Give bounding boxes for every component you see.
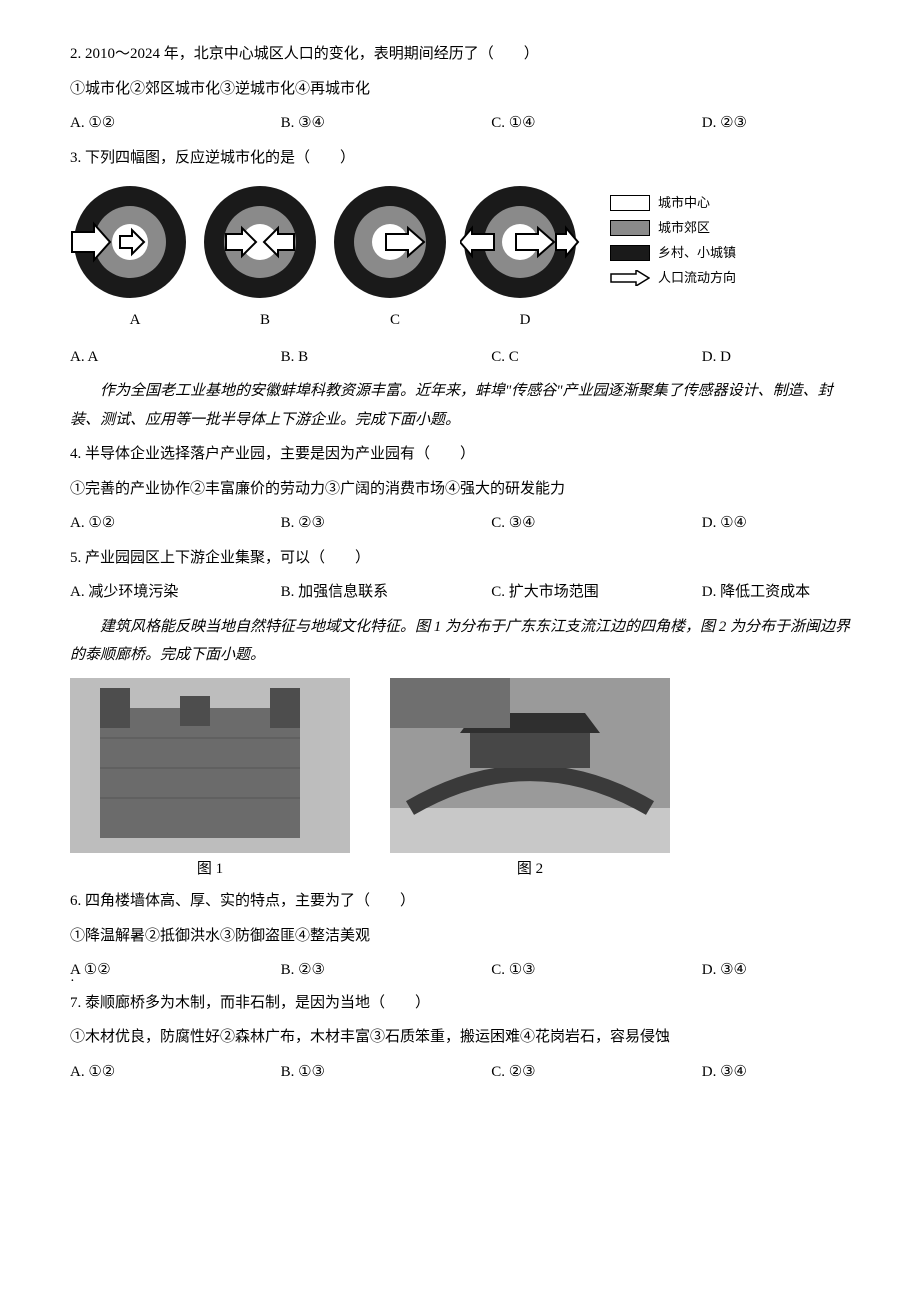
q7-sub: ①木材优良，防腐性好②森林广布，木材丰富③石质笨重，搬运困难④花岗岩石，容易侵蚀 bbox=[70, 1023, 850, 1052]
q2-optC: C. ①④ bbox=[491, 109, 702, 138]
q6-sub: ①降温解暑②抵御洪水③防御盗匪④整洁美观 bbox=[70, 922, 850, 951]
q7-options: A. ①② B. ①③ C. ②③ D. ③④ bbox=[70, 1058, 850, 1087]
photo-2-caption: 图 2 bbox=[390, 855, 670, 884]
passage2: 建筑风格能反映当地自然特征与地域文化特征。图 1 为分布于广东东江支流江边的四角… bbox=[70, 613, 850, 670]
q3-diagrams: 城市中心 城市郊区 乡村、小城镇 人口流动方向 bbox=[70, 182, 850, 302]
q5-optC: C. 扩大市场范围 bbox=[491, 578, 702, 607]
photo-1-block: 图 1 bbox=[70, 678, 350, 884]
q4-optA: A. ①② bbox=[70, 509, 281, 538]
q7-optD: D. ③④ bbox=[702, 1058, 850, 1087]
q6-optB: B. ②③ bbox=[281, 956, 492, 985]
q4-optC: C. ③④ bbox=[491, 509, 702, 538]
q3-diagram-labels: A B C D bbox=[70, 306, 850, 335]
legend-center-label: 城市中心 bbox=[658, 192, 710, 214]
q5-text: 5. 产业园园区上下游企业集聚，可以（ ） bbox=[70, 544, 850, 573]
q4-options: A. ①② B. ②③ C. ③④ D. ①④ bbox=[70, 509, 850, 538]
q5-optA: A. 减少环境污染 bbox=[70, 578, 281, 607]
q5-options: A. 减少环境污染 B. 加强信息联系 C. 扩大市场范围 D. 降低工资成本 bbox=[70, 578, 850, 607]
photo-row: 图 1 图 2 bbox=[70, 678, 850, 884]
legend-suburb: 城市郊区 bbox=[610, 217, 736, 239]
photo-2-block: 图 2 bbox=[390, 678, 670, 884]
q2-text: 2. 2010～2024 年，北京中心城区人口的变化，表明期间经历了（ ） bbox=[70, 40, 850, 69]
q3-options: A. A B. B C. C D. D bbox=[70, 343, 850, 372]
q3-diagram-A bbox=[70, 182, 190, 302]
q6-text: 6. 四角楼墙体高、厚、实的特点，主要为了（ ） bbox=[70, 887, 850, 916]
q2-options: A. ①② B. ③④ C. ①④ D. ②③ bbox=[70, 109, 850, 138]
q7-optC: C. ②③ bbox=[491, 1058, 702, 1087]
q6-optD: D. ③④ bbox=[702, 956, 850, 985]
q3-diagram-C bbox=[330, 182, 450, 302]
q7-text: 7. 泰顺廊桥多为木制，而非石制，是因为当地（ ） bbox=[70, 989, 850, 1018]
q4-text: 4. 半导体企业选择落户产业园，主要是因为产业园有（ ） bbox=[70, 440, 850, 469]
photo-2 bbox=[390, 678, 670, 853]
q2-sub: ①城市化②郊区城市化③逆城市化④再城市化 bbox=[70, 75, 850, 104]
q3-label-B: B bbox=[200, 306, 330, 335]
q3-optC: C. C bbox=[491, 343, 702, 372]
q4-optB: B. ②③ bbox=[281, 509, 492, 538]
q3-diagram-D bbox=[460, 182, 580, 302]
q5-optD: D. 降低工资成本 bbox=[702, 578, 850, 607]
q2-optA: A. ①② bbox=[70, 109, 281, 138]
q3-label-D: D bbox=[460, 306, 590, 335]
q6-optC: C. ①③ bbox=[491, 956, 702, 985]
q3-optB: B. B bbox=[281, 343, 492, 372]
q3-legend: 城市中心 城市郊区 乡村、小城镇 人口流动方向 bbox=[610, 192, 736, 292]
legend-rural-label: 乡村、小城镇 bbox=[658, 242, 736, 264]
q4-sub: ①完善的产业协作②丰富廉价的劳动力③广阔的消费市场④强大的研发能力 bbox=[70, 475, 850, 504]
q5-optB: B. 加强信息联系 bbox=[281, 578, 492, 607]
q7-optA: A. ①② bbox=[70, 1058, 281, 1087]
legend-center: 城市中心 bbox=[610, 192, 736, 214]
legend-flow-label: 人口流动方向 bbox=[658, 267, 736, 289]
q7-optB: B. ①③ bbox=[281, 1058, 492, 1087]
q3-label-A: A bbox=[70, 306, 200, 335]
q3-label-C: C bbox=[330, 306, 460, 335]
q3-diagram-B bbox=[200, 182, 320, 302]
q2-optB: B. ③④ bbox=[281, 109, 492, 138]
passage1: 作为全国老工业基地的安徽蚌埠科教资源丰富。近年来，蚌埠"传感谷"产业园逐渐聚集了… bbox=[70, 377, 850, 434]
q2-optD: D. ②③ bbox=[702, 109, 850, 138]
legend-suburb-label: 城市郊区 bbox=[658, 217, 710, 239]
photo-1-caption: 图 1 bbox=[70, 855, 350, 884]
q3-text: 3. 下列四幅图，反应逆城市化的是（ ） bbox=[70, 144, 850, 173]
q4-optD: D. ①④ bbox=[702, 509, 850, 538]
legend-rural: 乡村、小城镇 bbox=[610, 242, 736, 264]
q3-optA: A. A bbox=[70, 343, 281, 372]
photo-1 bbox=[70, 678, 350, 853]
legend-flow: 人口流动方向 bbox=[610, 267, 736, 289]
q3-optD: D. D bbox=[702, 343, 850, 372]
q6-options: A ①② B. ②③ C. ①③ D. ③④ bbox=[70, 956, 850, 985]
q6-optA: A ①② bbox=[70, 956, 281, 985]
